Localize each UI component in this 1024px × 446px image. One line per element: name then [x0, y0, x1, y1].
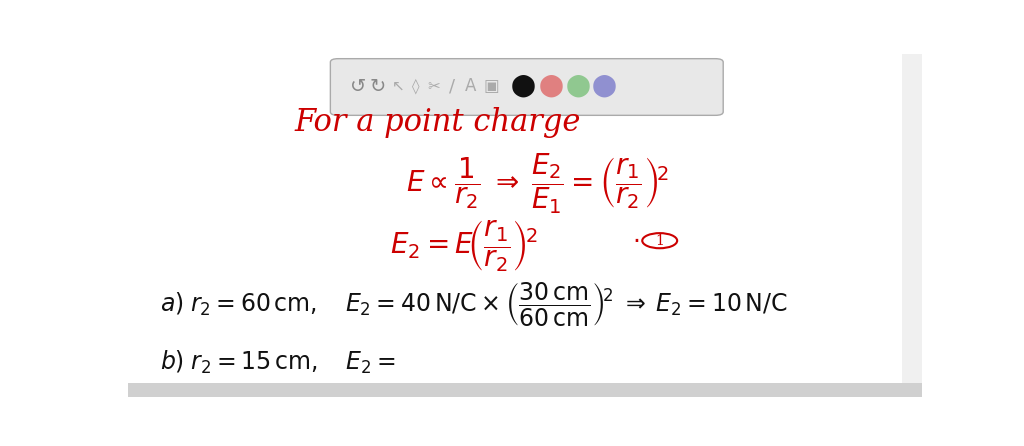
Text: $b)\; r_2 = 15\,\mathrm{cm},\quad E_2 =$: $b)\; r_2 = 15\,\mathrm{cm},\quad E_2 =$ — [160, 349, 395, 376]
FancyBboxPatch shape — [902, 54, 922, 397]
Text: ↻: ↻ — [370, 77, 386, 95]
Text: ⬤: ⬤ — [539, 75, 563, 97]
Text: ↺: ↺ — [350, 77, 367, 95]
Text: /: / — [449, 77, 455, 95]
Text: $\cdot$: $\cdot$ — [632, 229, 639, 252]
Text: ◊: ◊ — [412, 78, 419, 94]
Text: A: A — [465, 77, 476, 95]
FancyBboxPatch shape — [331, 59, 723, 116]
Bar — [128, 383, 922, 397]
Text: ⬤: ⬤ — [511, 75, 536, 97]
Text: ⬤: ⬤ — [565, 75, 591, 97]
Text: ✂: ✂ — [427, 78, 440, 94]
Text: $E \propto \dfrac{1}{r_2} \;\Rightarrow\; \dfrac{E_2}{E_1} = \left(\dfrac{r_1}{r: $E \propto \dfrac{1}{r_2} \;\Rightarrow\… — [406, 152, 669, 216]
Text: $a)\; r_2 = 60\,\mathrm{cm},\quad E_2 = 40\,\mathrm{N/C} \times \left(\dfrac{30\: $a)\; r_2 = 60\,\mathrm{cm},\quad E_2 = … — [160, 280, 787, 328]
Text: $E_2 = E\!\left(\dfrac{r_1}{r_2}\right)^{\!2}$: $E_2 = E\!\left(\dfrac{r_1}{r_2}\right)^… — [390, 219, 538, 273]
Text: ⬤: ⬤ — [592, 75, 616, 97]
Text: 1: 1 — [655, 234, 665, 248]
Text: For a point charge: For a point charge — [295, 107, 581, 138]
Text: ↖: ↖ — [391, 78, 404, 94]
Text: ▣: ▣ — [483, 77, 500, 95]
